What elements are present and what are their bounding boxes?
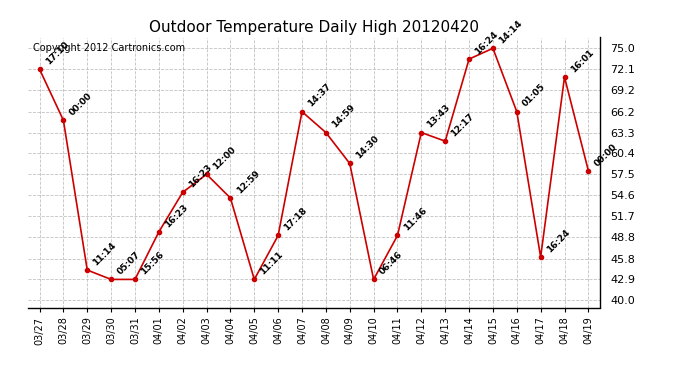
Text: 15:56: 15:56 <box>139 250 166 277</box>
Text: 05:07: 05:07 <box>115 250 142 277</box>
Text: 11:46: 11:46 <box>402 206 428 233</box>
Text: 12:59: 12:59 <box>235 169 262 195</box>
Text: 14:37: 14:37 <box>306 82 333 109</box>
Text: 00:00: 00:00 <box>593 142 619 168</box>
Text: 14:59: 14:59 <box>330 103 357 130</box>
Text: 14:30: 14:30 <box>354 134 380 161</box>
Text: 06:46: 06:46 <box>377 250 404 277</box>
Text: 11:14: 11:14 <box>91 241 118 267</box>
Text: 14:14: 14:14 <box>497 19 524 45</box>
Text: 00:00: 00:00 <box>68 91 94 117</box>
Text: 16:24: 16:24 <box>473 30 500 56</box>
Text: 13:43: 13:43 <box>426 103 452 130</box>
Text: 16:23: 16:23 <box>187 163 213 189</box>
Text: 16:23: 16:23 <box>163 202 190 229</box>
Text: 16:01: 16:01 <box>569 48 595 74</box>
Title: Outdoor Temperature Daily High 20120420: Outdoor Temperature Daily High 20120420 <box>149 20 479 35</box>
Text: Copyright 2012 Cartronics.com: Copyright 2012 Cartronics.com <box>33 43 186 53</box>
Text: 12:00: 12:00 <box>210 145 237 171</box>
Text: 17:18: 17:18 <box>282 206 309 233</box>
Text: 12:17: 12:17 <box>449 112 476 138</box>
Text: 11:11: 11:11 <box>259 250 285 277</box>
Text: 17:10: 17:10 <box>43 40 70 66</box>
Text: 01:05: 01:05 <box>521 82 547 109</box>
Text: 16:24: 16:24 <box>545 228 571 254</box>
